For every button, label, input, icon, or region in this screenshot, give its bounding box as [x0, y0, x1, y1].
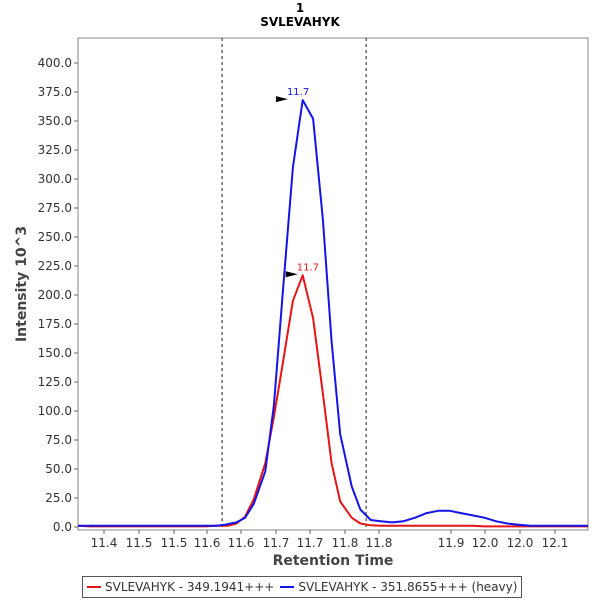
peak-annotations: 11.7 11.7	[275, 87, 319, 278]
x-tick-label: 11.5	[126, 536, 153, 550]
y-tick-label: 225.0	[38, 259, 72, 273]
series-line-heavy	[78, 99, 588, 527]
y-tick-label: 50.0	[45, 462, 72, 476]
y-tick-label: 0.0	[53, 520, 72, 534]
y-tick-label: 150.0	[38, 346, 72, 360]
peak-label-light: 11.7	[297, 262, 319, 273]
x-tick-label: 11.4	[91, 536, 118, 550]
y-axis: 0.0 25.0 50.0 75.0 100.0 125.0 150.0 175.0 200.0…	[38, 56, 78, 534]
y-tick-label: 350.0	[38, 114, 72, 128]
y-tick-label: 25.0	[45, 491, 72, 505]
chart-title: 1	[295, 1, 305, 15]
y-tick-label: 400.0	[38, 56, 72, 70]
y-tick-label: 300.0	[38, 172, 72, 186]
y-tick-label: 125.0	[38, 375, 72, 389]
x-tick-label: 11.8	[332, 536, 359, 550]
series-lines	[77, 99, 588, 528]
legend-swatch-light	[87, 586, 101, 588]
x-tick-label: 11.7	[297, 536, 324, 550]
legend-item-heavy: SVLEVAHYK - 351.8655+++ (heavy)	[280, 580, 517, 594]
x-tick-label: 11.6	[194, 536, 221, 550]
y-axis-label: Intensity 10^3	[14, 226, 30, 342]
y-tick-label: 275.0	[38, 201, 72, 215]
chromatogram-chart: 0.0 25.0 50.0 75.0 100.0 125.0 150.0 175.0 200.0…	[14, 37, 589, 569]
x-axis-label: Retention Time	[273, 553, 394, 569]
y-tick-label: 250.0	[38, 230, 72, 244]
x-axis: 11.4 11.5 11.5 11.6 11.6 11.7 11.7 11.8 11.8 11.9…	[91, 530, 569, 550]
chart-subtitle: SVLEVAHYK	[260, 15, 340, 29]
plot-area	[77, 37, 589, 531]
legend-swatch-heavy	[280, 586, 295, 588]
legend-label-heavy: SVLEVAHYK - 351.8655+++ (heavy)	[298, 580, 518, 594]
y-tick-label: 325.0	[38, 143, 72, 157]
x-tick-label: 11.6	[228, 536, 255, 550]
y-tick-label: 75.0	[45, 433, 72, 447]
peak-arrow	[285, 271, 298, 278]
peak-label-heavy: 11.7	[287, 87, 309, 98]
y-tick-label: 175.0	[38, 317, 72, 331]
x-tick-label: 11.7	[263, 536, 290, 550]
x-tick-label: 11.9	[438, 536, 465, 550]
integration-boundaries	[221, 38, 367, 530]
legend-label-light: SVLEVAHYK - 349.1941+++	[105, 580, 275, 594]
y-tick-label: 200.0	[38, 288, 72, 302]
y-tick-label: 375.0	[38, 85, 72, 99]
x-tick-label: 12.0	[472, 536, 499, 550]
legend-item-light: SVLEVAHYK - 349.1941+++	[87, 580, 274, 594]
peak-arrow	[275, 96, 288, 103]
x-tick-label: 12.1	[542, 536, 569, 550]
x-tick-label: 11.8	[366, 536, 393, 550]
x-tick-label: 11.5	[161, 536, 188, 550]
x-tick-label: 12.0	[507, 536, 534, 550]
y-tick-label: 100.0	[38, 404, 72, 418]
legend: SVLEVAHYK - 349.1941+++ SVLEVAHYK - 351.…	[82, 576, 523, 598]
